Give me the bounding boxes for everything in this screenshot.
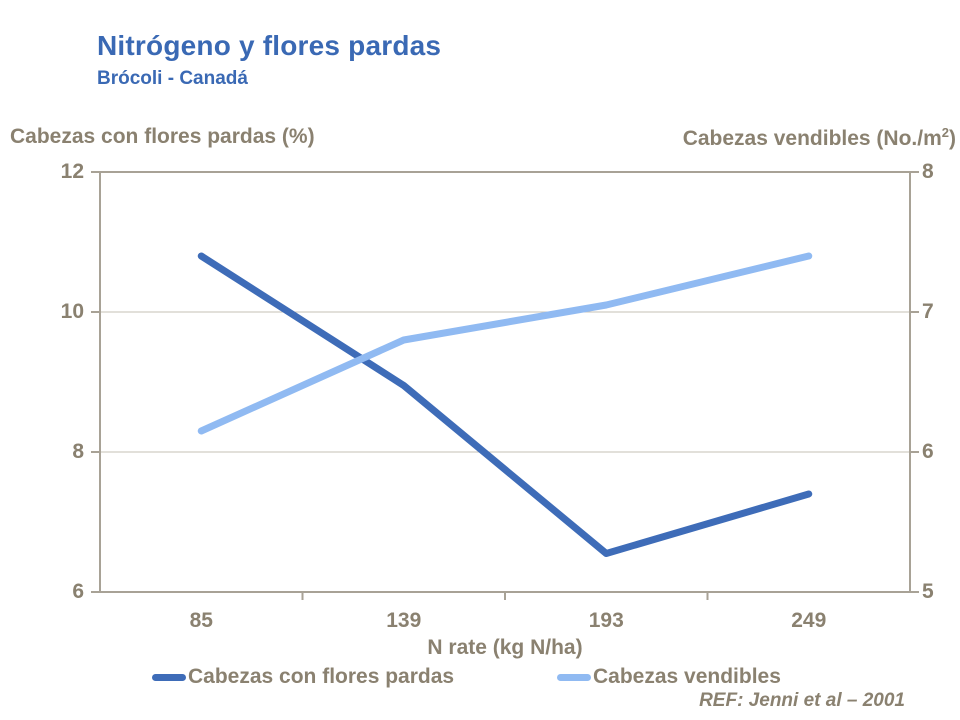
legend-label-vendibles: Cabezas vendibles: [593, 665, 781, 688]
x-axis-title: N rate (kg N/ha): [427, 636, 583, 659]
left-axis-tick-label: 10: [60, 300, 84, 323]
right-axis-title: Cabezas vendibles (No./m2): [683, 125, 956, 151]
legend-item-vendibles: Cabezas vendibles: [557, 665, 781, 689]
reference-citation: REF: Jenni et al – 2001: [699, 690, 905, 711]
x-axis-tick-label: 139: [386, 609, 422, 632]
left-axis-title: Cabezas con flores pardas (%): [10, 125, 315, 148]
chart-subtitle: Brócoli - Canadá: [97, 68, 248, 89]
right-axis-title-text: Cabezas vendibles (No./m: [682, 127, 942, 150]
left-axis-tick-label: 6: [72, 580, 84, 603]
right-axis-title-close: ): [949, 127, 956, 150]
x-axis-tick-label: 193: [588, 609, 624, 632]
legend-label-flores-pardas: Cabezas con flores pardas: [188, 665, 455, 688]
x-axis-tick-label: 249: [791, 609, 827, 632]
legend-item-flores-pardas: Cabezas con flores pardas: [152, 665, 454, 689]
left-axis-tick-label: 8: [72, 440, 84, 463]
series-line-vendibles: [197, 252, 813, 435]
right-axis-tick-label: 7: [922, 300, 934, 323]
right-axis-tick-label: 6: [922, 440, 934, 463]
legend-marker-vendibles-icon: [557, 673, 591, 681]
legend-marker-flores-pardas-icon: [152, 673, 186, 681]
right-axis-tick-label: 8: [922, 160, 934, 183]
right-axis-tick-label: 5: [922, 580, 934, 603]
chart-title: Nitrógeno y flores pardas: [97, 30, 442, 61]
left-axis-tick-label: 12: [60, 160, 84, 183]
x-axis-tick-label: 85: [189, 609, 213, 632]
series-line-flores-pardas: [197, 252, 813, 557]
right-axis-title-superscript: 2: [941, 125, 949, 140]
